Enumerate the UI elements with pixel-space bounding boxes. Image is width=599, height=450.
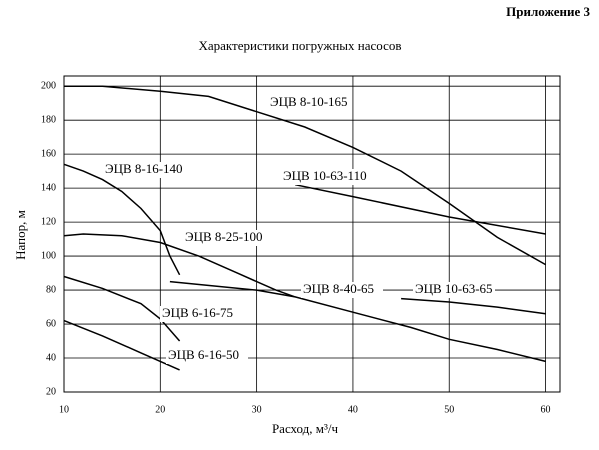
x-tick-label: 50 [444,404,454,415]
series-label: ЭЦВ 8-16-140 [105,161,183,176]
y-tick-label: 60 [46,318,56,329]
label-bg [160,306,242,322]
x-axis-label: Расход, м³/ч [272,421,339,436]
y-tick-label: 20 [46,386,56,397]
header: Приложение 3 [506,4,590,19]
series-line [401,297,546,315]
x-tick-label: 40 [348,404,358,415]
plot-frame [63,75,561,393]
label-bg [268,95,350,111]
series-label: ЭЦВ 8-25-100 [185,229,263,244]
chart-title: Характеристики погружных насосов [198,38,401,53]
y-tick-label: 120 [41,216,56,227]
series-line [294,183,546,235]
x-tick-label: 20 [155,404,165,415]
label-bg [183,230,265,246]
y-tick-label: 200 [41,80,56,91]
y-tick-label: 180 [41,114,56,125]
x-tick-label: 10 [59,404,69,415]
series-label: ЭЦВ 10-63-65 [415,281,493,296]
series-label: ЭЦВ 8-40-65 [303,281,374,296]
label-bg [301,282,383,298]
series-line [63,163,181,276]
label-bg [166,348,248,364]
series-line [169,280,546,363]
label-bg [281,169,363,185]
y-tick-label: 160 [41,148,56,159]
series-line [64,85,546,266]
series-label: ЭЦВ 6-16-75 [162,305,233,320]
y-tick-label: 80 [46,284,56,295]
series-label: ЭЦВ 8-10-165 [270,94,348,109]
label-bg [413,282,495,298]
x-tick-label: 30 [252,404,262,415]
series-label: ЭЦВ 6-16-50 [168,347,239,362]
y-tick-label: 100 [41,250,56,261]
series-line [63,319,180,371]
y-tick-label: 40 [46,352,56,363]
y-tick-label: 140 [41,182,56,193]
x-tick-label: 60 [541,404,551,415]
y-axis-label: Напор, м [13,210,28,260]
label-bg [103,162,185,178]
series-line [63,233,296,298]
series-label: ЭЦВ 10-63-110 [283,168,367,183]
series-line [63,275,181,342]
